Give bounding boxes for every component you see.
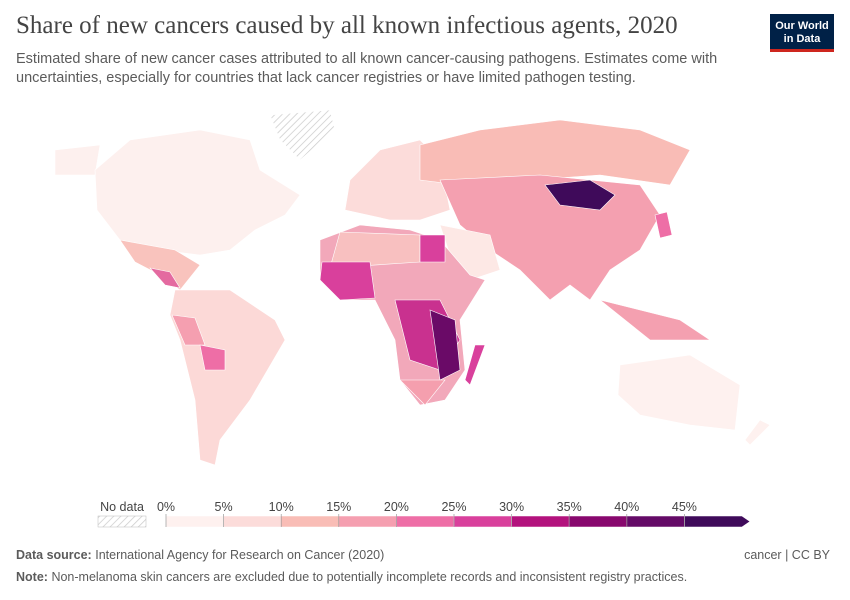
region[interactable] <box>54 144 101 176</box>
license: cancer | CC BY <box>744 548 830 562</box>
legend-bin <box>453 515 512 528</box>
legend-bin <box>568 515 628 528</box>
source-label: Data source: <box>16 548 92 562</box>
logo-line: Our World <box>775 20 829 32</box>
region[interactable] <box>429 309 461 381</box>
legend-tick-label: 35% <box>557 500 582 514</box>
logo[interactable]: Our World in Data <box>770 14 834 52</box>
legend-bin <box>396 515 455 528</box>
legend-tick-label: 10% <box>269 500 294 514</box>
legend-bin <box>223 515 282 528</box>
legend-tick-label: 30% <box>499 500 524 514</box>
title: Share of new cancers caused by all known… <box>16 12 678 39</box>
source-text: International Agency for Research on Can… <box>95 548 385 562</box>
legend-bin <box>684 515 751 528</box>
legend-tick-label: 5% <box>215 500 233 514</box>
legend-bin <box>511 515 570 528</box>
legend-bin <box>165 515 224 528</box>
legend-tick-label: 15% <box>326 500 351 514</box>
region[interactable] <box>464 344 486 386</box>
legend-bin <box>626 515 685 528</box>
region[interactable] <box>744 419 771 446</box>
legend-tick-label: 45% <box>672 500 697 514</box>
region[interactable] <box>399 379 446 406</box>
region[interactable] <box>94 129 301 256</box>
legend-tick-label: 40% <box>614 500 639 514</box>
no-data-label: No data <box>100 500 144 514</box>
note-text: Non-melanoma skin cancers are excluded d… <box>51 570 688 584</box>
legend-bin <box>338 515 397 528</box>
region[interactable] <box>617 354 741 431</box>
region[interactable] <box>419 234 446 263</box>
region[interactable] <box>544 179 616 211</box>
countries <box>54 109 771 466</box>
region[interactable] <box>269 109 336 161</box>
no-data-swatch <box>97 515 147 528</box>
region[interactable] <box>199 344 226 371</box>
region[interactable] <box>171 314 206 346</box>
source: Data source: International Agency for Re… <box>16 548 384 562</box>
legend-bin <box>280 515 340 528</box>
region[interactable] <box>169 289 286 466</box>
note: Note: Non-melanoma skin cancers are excl… <box>16 570 687 584</box>
note-label: Note: <box>16 570 48 584</box>
region[interactable] <box>599 299 711 341</box>
legend-tick-label: 0% <box>157 500 175 514</box>
logo-line: in Data <box>783 33 821 45</box>
legend-tick-label: 25% <box>441 500 466 514</box>
region[interactable] <box>654 211 673 239</box>
subtitle: Estimated share of new cancer cases attr… <box>16 51 718 86</box>
region[interactable] <box>149 267 181 289</box>
region[interactable] <box>319 261 376 301</box>
region[interactable] <box>419 119 691 186</box>
legend-tick-label: 20% <box>384 500 409 514</box>
